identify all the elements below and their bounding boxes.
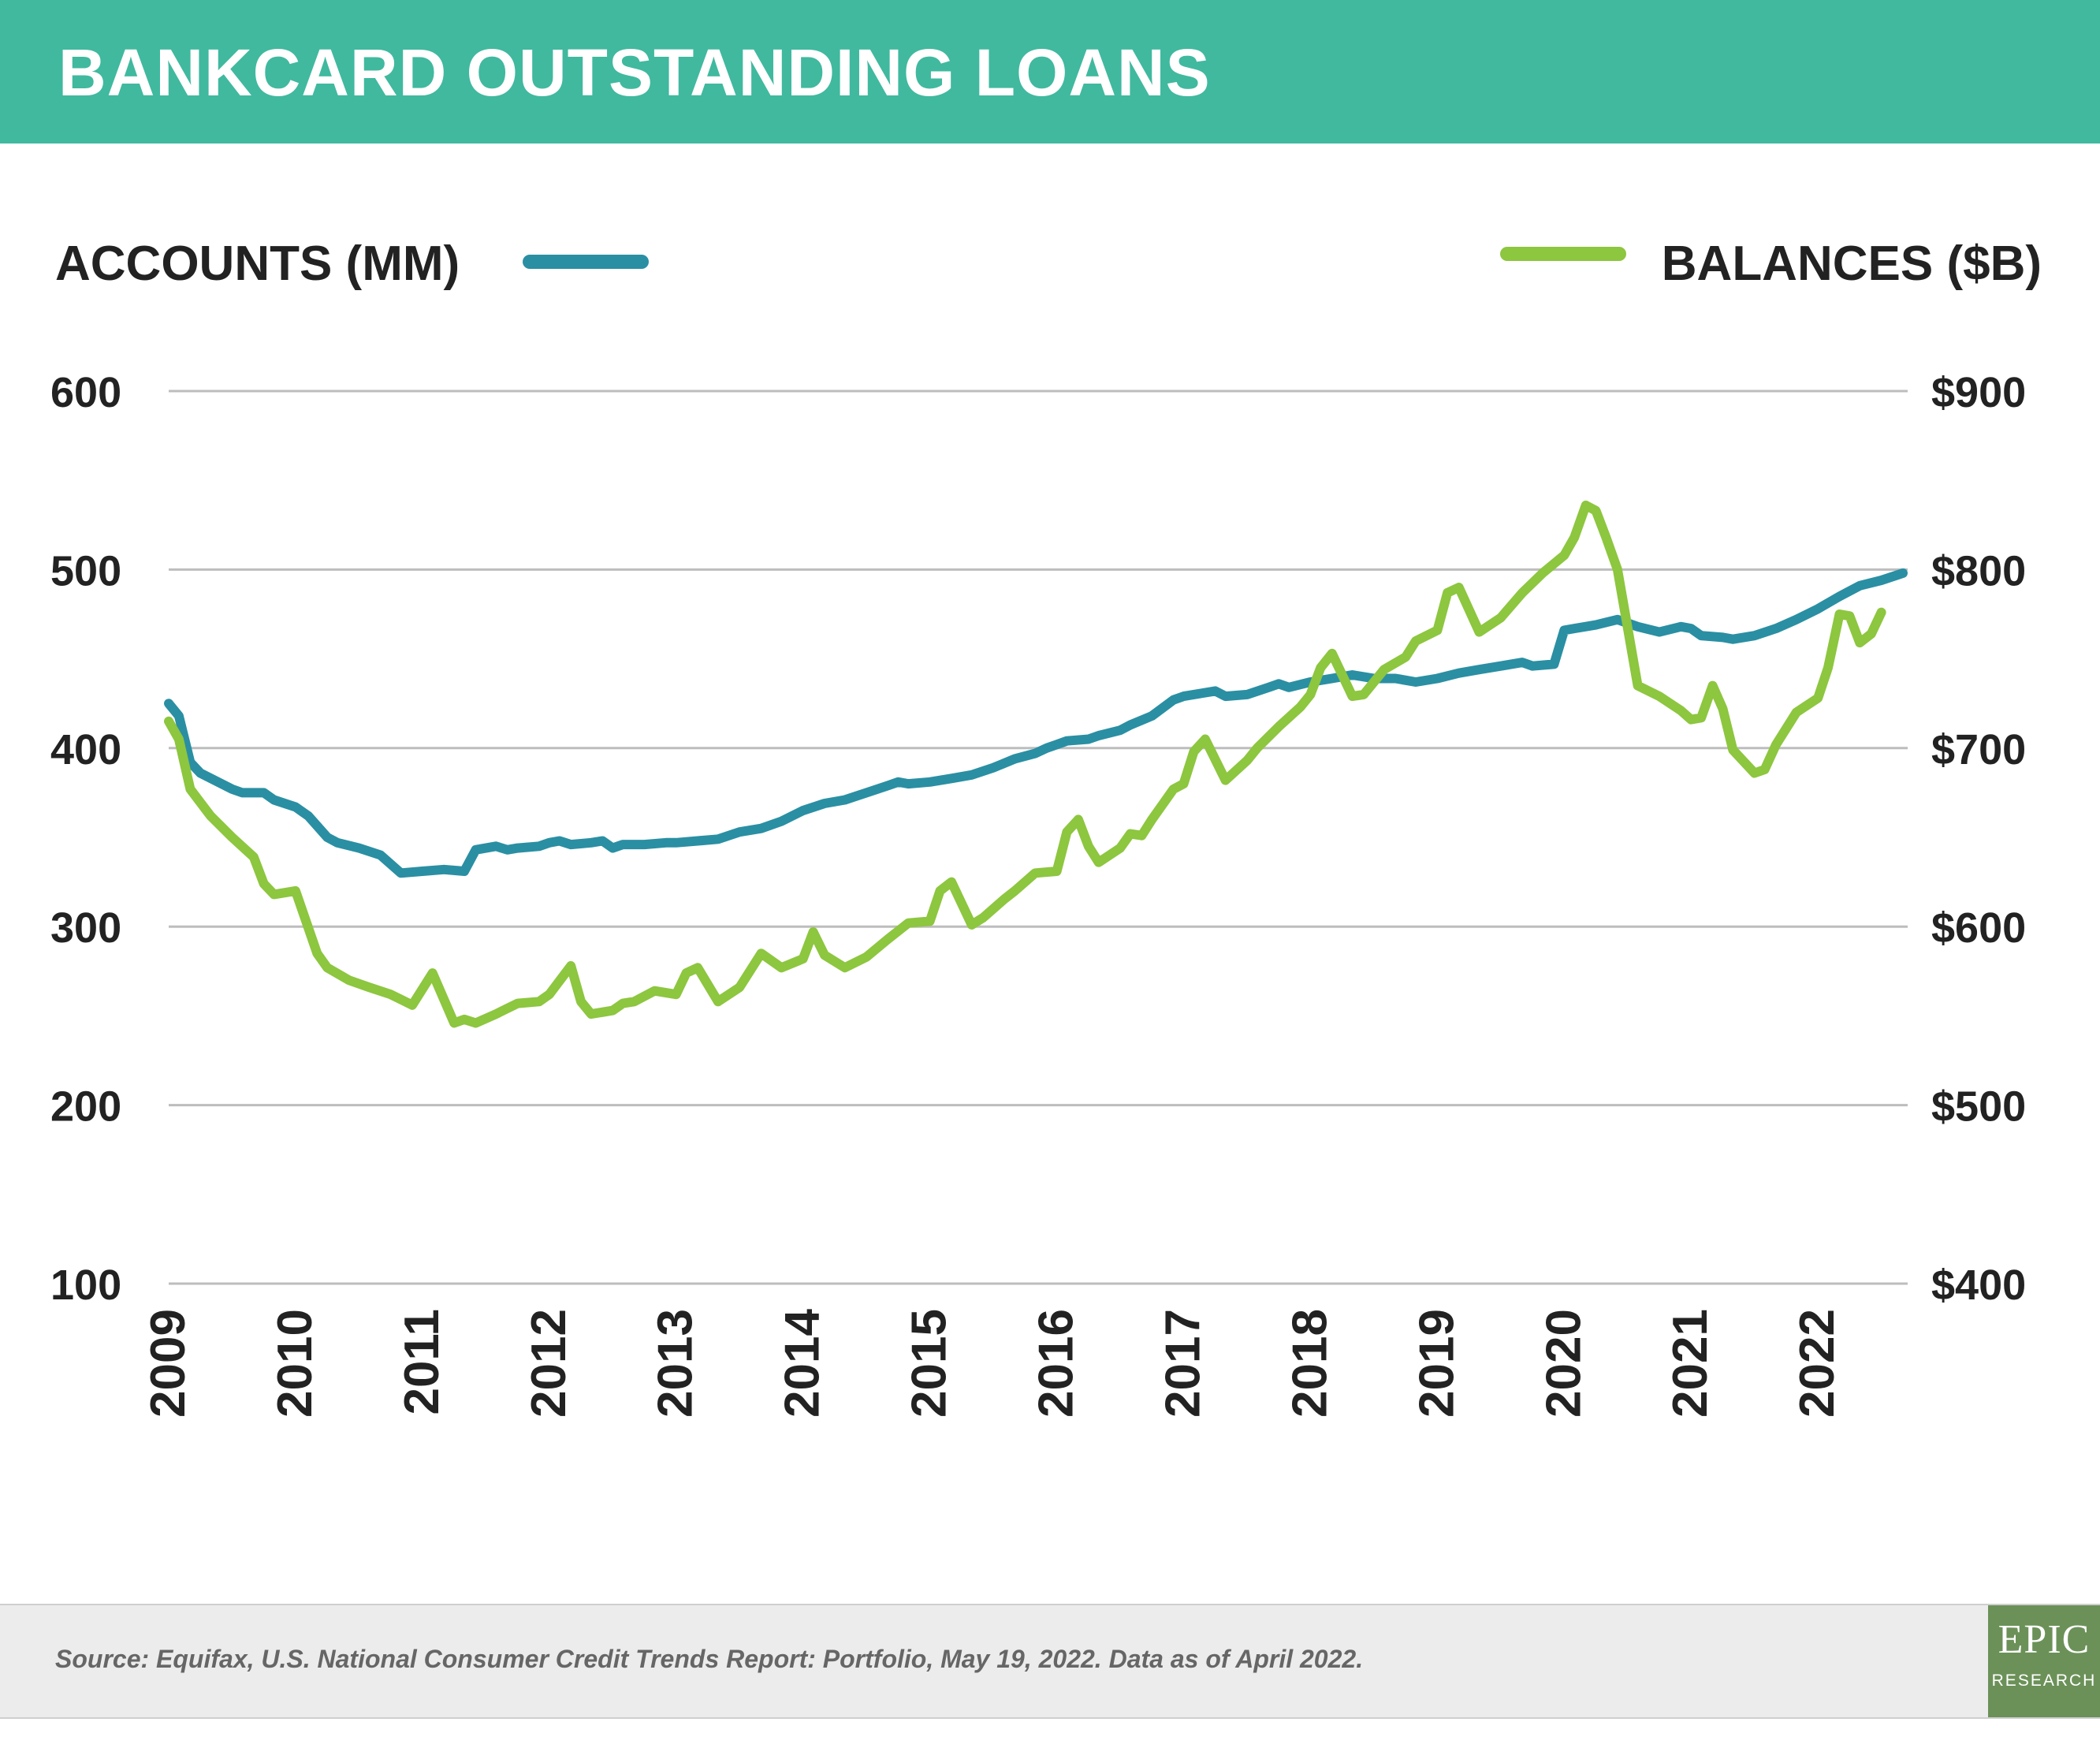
logo-research-text: RESEARCH [1991, 1672, 2097, 1690]
epic-research-logo: EPIC RESEARCH [1988, 1605, 2100, 1717]
left-tick-label: 500 [50, 547, 121, 594]
right-tick-label: $400 [1931, 1262, 2026, 1309]
logo-epic-text: EPIC [1998, 1617, 2091, 1662]
left-tick-label: 100 [50, 1262, 121, 1309]
x-tick-label: 2021 [1663, 1309, 1718, 1418]
x-tick-label: 2015 [903, 1309, 957, 1418]
legend-label-balances: BALANCES ($B) [1662, 237, 2042, 291]
x-tick-label: 2013 [649, 1309, 703, 1418]
legend-label-accounts: ACCOUNTS (MM) [55, 237, 460, 291]
right-tick-label: $800 [1931, 547, 2026, 594]
left-tick-label: 400 [50, 726, 121, 773]
x-tick-label: 2012 [522, 1309, 576, 1418]
x-tick-label: 2011 [395, 1309, 449, 1415]
right-tick-label: $900 [1931, 369, 2026, 416]
left-tick-label: 300 [50, 904, 121, 952]
x-tick-label: 2010 [268, 1309, 322, 1418]
right-tick-label: $700 [1931, 726, 2026, 773]
footer: Source: Equifax, U.S. National Consumer … [0, 1604, 2100, 1719]
x-tick-label: 2016 [1030, 1309, 1084, 1418]
accounts-series-line [164, 568, 1908, 878]
x-tick-label: 2014 [776, 1308, 830, 1417]
x-tick-label: 2009 [141, 1309, 195, 1418]
right-tick-label: $600 [1931, 904, 2026, 952]
x-tick-label: 2019 [1409, 1309, 1464, 1418]
x-tick-label: 2022 [1790, 1309, 1845, 1418]
left-tick-label: 600 [50, 369, 121, 416]
left-tick-label: 200 [50, 1083, 121, 1131]
right-tick-label: $500 [1931, 1083, 2026, 1131]
title-banner: BANKCARD OUTSTANDING LOANS [0, 0, 2100, 144]
chart-title: BANKCARD OUTSTANDING LOANS [58, 35, 1211, 110]
bankcard-chart: 600 500 400 300 200 100 $900 $800 $700 $600 $500 $4… [50, 237, 2042, 1418]
source-note: Source: Equifax, U.S. National Consumer … [55, 1645, 1364, 1673]
x-tick-label: 2017 [1156, 1309, 1210, 1418]
x-tick-label: 2018 [1283, 1309, 1337, 1418]
x-tick-label: 2020 [1536, 1309, 1591, 1418]
balances-series-line [164, 500, 1886, 1028]
